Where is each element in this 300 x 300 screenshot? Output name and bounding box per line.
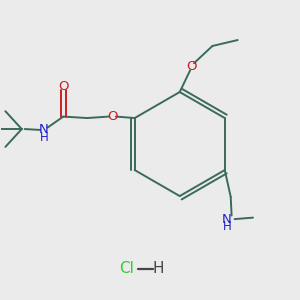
Text: H: H [40,131,48,144]
Text: O: O [58,80,69,93]
Text: O: O [107,110,118,123]
Text: N: N [222,213,232,226]
Text: H: H [153,261,164,276]
Text: H: H [223,220,231,233]
Text: O: O [186,60,197,73]
Text: N: N [39,123,49,136]
Text: Cl: Cl [119,261,134,276]
